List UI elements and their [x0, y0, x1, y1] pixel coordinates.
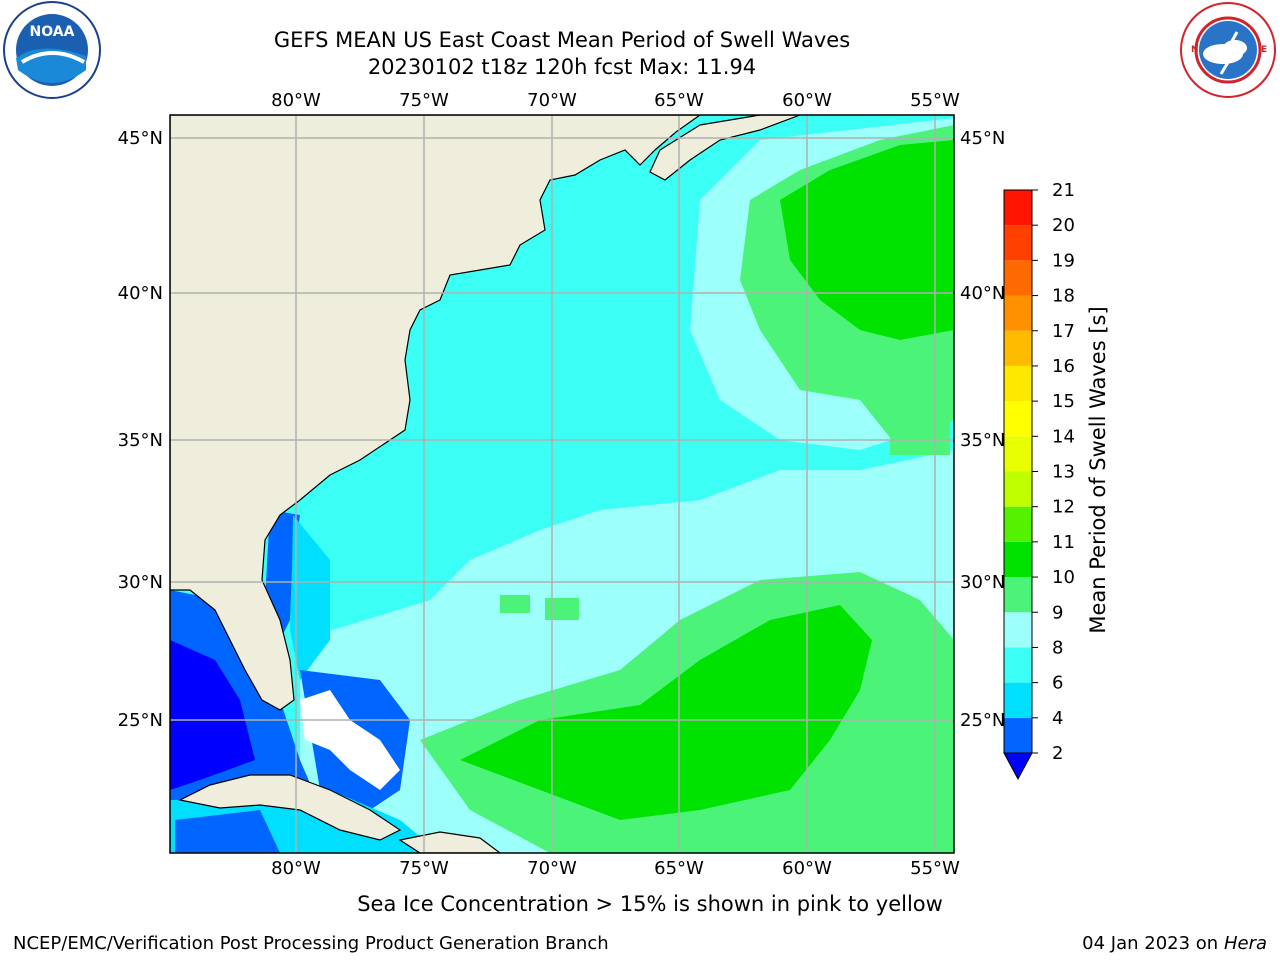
colorbar-segment — [1004, 401, 1032, 437]
colorbar-tick-label: 15 — [1052, 391, 1075, 412]
lat-label: 35°N — [960, 430, 1005, 451]
lon-label: 55°W — [910, 858, 960, 879]
colorbar-tick-label: 13 — [1052, 462, 1075, 483]
colorbar-segment — [1004, 365, 1032, 402]
colorbar-segment — [1004, 436, 1032, 472]
lon-label: 80°W — [271, 90, 321, 111]
colorbar-tick-label: 20 — [1052, 215, 1075, 236]
colorbar-tick-label: 14 — [1052, 426, 1075, 447]
land-cuba — [178, 774, 402, 841]
colorbar-tick-label: 12 — [1052, 497, 1075, 518]
colorbar-tick-label: 17 — [1052, 321, 1075, 342]
lon-label: 70°W — [527, 858, 577, 879]
colorbar-tick-label: 6 — [1052, 673, 1063, 694]
lat-label: 45°N — [118, 128, 163, 149]
footer-credit: NCEP/EMC/Verification Post Processing Pr… — [13, 933, 609, 954]
lon-labels-bottom: 80°W 75°W 70°W 65°W 60°W 55°W — [271, 858, 960, 879]
swell-band-10-11-north — [780, 140, 954, 340]
swell-patch — [500, 595, 530, 613]
lon-label: 70°W — [527, 90, 577, 111]
lon-label: 55°W — [910, 90, 960, 111]
colorbar-under-arrow — [1003, 752, 1033, 781]
land-hispaniola — [398, 831, 501, 853]
lon-label: 75°W — [399, 90, 449, 111]
lon-label: 60°W — [782, 90, 832, 111]
colorbar-tick-label: 9 — [1052, 602, 1063, 623]
lat-label: 25°N — [960, 710, 1005, 731]
lon-label: 80°W — [271, 858, 321, 879]
colorbar-label: Mean Period of Swell Waves [s] — [1086, 306, 1110, 633]
lat-label: 25°N — [118, 710, 163, 731]
colorbar-segment — [1004, 541, 1032, 578]
nws-ring-text-left: N — [1191, 45, 1199, 55]
colorbar-segment — [1004, 647, 1032, 683]
lon-labels-top: 80°W 75°W 70°W 65°W 60°W 55°W — [271, 90, 960, 111]
lon-label: 65°W — [654, 90, 704, 111]
colorbar-tick-label: 16 — [1052, 356, 1075, 377]
lat-label: 30°N — [960, 572, 1005, 593]
colorbar-segment — [1004, 577, 1032, 613]
swell-band-under-2-gulf — [170, 640, 255, 790]
land-nova-scotia — [649, 115, 801, 181]
colorbar-tick-label: 2 — [1052, 743, 1063, 764]
lat-label: 40°N — [118, 283, 163, 304]
colorbar-segment — [1004, 612, 1032, 648]
lat-label: 45°N — [960, 128, 1005, 149]
swell-band-2-4-caribbean — [175, 810, 280, 853]
chart-title: GEFS MEAN US East Coast Mean Period of S… — [273, 28, 851, 52]
swell-band-4-6-coast — [290, 515, 330, 680]
swell-band-10-11-south — [460, 605, 872, 820]
swell-patch — [545, 598, 579, 620]
chart-subtitle: 20230102 t18z 120h fcst Max: 11.94 — [367, 55, 757, 79]
lon-label: 60°W — [782, 858, 832, 879]
colorbar-segment — [1004, 506, 1032, 542]
lon-label: 65°W — [654, 858, 704, 879]
noaa-logo-text: NOAA — [30, 24, 75, 40]
colorbar-segment — [1004, 260, 1032, 296]
lat-label: 35°N — [118, 430, 163, 451]
footer-machine: Hera — [1223, 933, 1267, 954]
lat-labels-left: 45°N 40°N 35°N 30°N 25°N — [118, 128, 163, 731]
lat-labels-right: 45°N 40°N 35°N 30°N 25°N — [960, 128, 1005, 731]
ice-free-white-bahamas — [300, 690, 400, 790]
colorbar-segment — [1004, 717, 1032, 753]
map-frame — [169, 114, 955, 854]
colorbar-tick-label: 10 — [1052, 567, 1075, 588]
footer-date-text: 04 Jan 2023 on — [1082, 933, 1224, 954]
footer-date: 04 Jan 2023 on Hera — [1082, 933, 1267, 954]
lat-label: 30°N — [118, 572, 163, 593]
noaa-logo: NOAA — [3, 1, 101, 99]
sea-ice-note: Sea Ice Concentration > 15% is shown in … — [357, 892, 943, 916]
map-fields — [170, 115, 954, 853]
lon-label: 75°W — [399, 858, 449, 879]
graticule — [170, 115, 954, 853]
swell-patch — [890, 415, 950, 455]
colorbar-tick-label: 18 — [1052, 286, 1075, 307]
colorbar-segment — [1004, 330, 1032, 366]
colorbar-tick-label: 8 — [1052, 637, 1063, 658]
colorbar-tick-label: 11 — [1052, 532, 1075, 553]
colorbar-segment — [1004, 682, 1032, 718]
colorbar: 2 4 6 8 9 10 11 12 13 14 15 16 17 18 19 20 21 — [1003, 180, 1075, 781]
colorbar-segment — [1004, 190, 1032, 226]
colorbar-segment — [1004, 225, 1032, 261]
nws-logo: N E — [1180, 2, 1276, 98]
colorbar-segment — [1004, 471, 1032, 507]
lat-label: 40°N — [960, 283, 1005, 304]
land-north-america — [170, 115, 702, 711]
colorbar-tick-label: 4 — [1052, 708, 1063, 729]
nws-ring-text-right: E — [1261, 45, 1267, 55]
colorbar-tick-label: 19 — [1052, 250, 1075, 271]
colorbar-segment — [1004, 295, 1032, 331]
colorbar-tick-label: 21 — [1052, 180, 1075, 201]
